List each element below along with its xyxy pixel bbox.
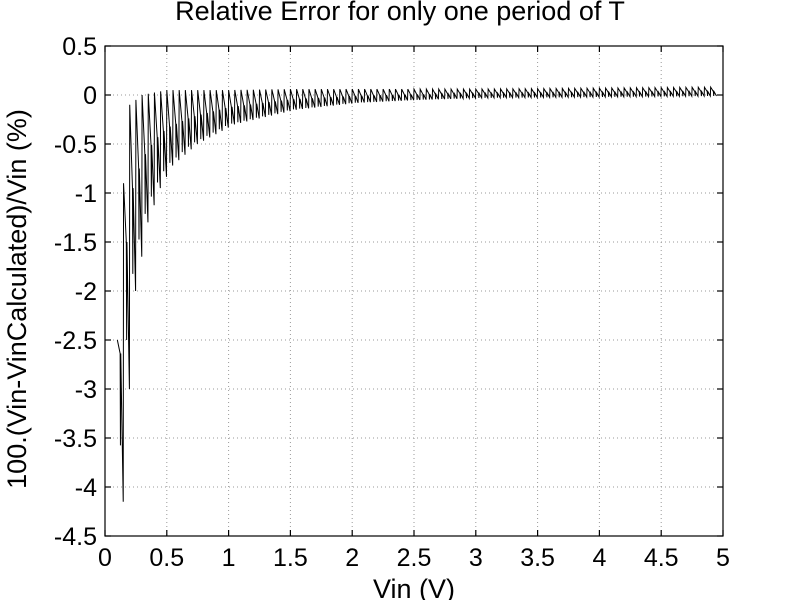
y-tick-label: -4.5 [54,523,97,551]
x-tick-label: 2.5 [397,544,432,572]
y-tick-label: -1.5 [54,229,97,257]
y-tick-label: -2.5 [54,327,97,355]
y-tick-label: -3.5 [54,425,97,453]
x-tick-label: 0.5 [149,544,184,572]
tick-layer: 0 0.5 1 1.5 2 2.5 3 3.5 4 4.5 5 0.5 0 -0.5 -1 -1.5 -2 -2.… [54,33,730,572]
x-tick-label: 5 [716,544,730,572]
x-tick-label: 1.5 [273,544,308,572]
x-tick-label: 4.5 [644,544,679,572]
error-series-line [116,85,717,502]
y-tick-label: -3 [75,376,97,404]
y-tick-label: -1 [75,180,97,208]
x-tick-label: 3 [469,544,483,572]
series-layer [116,85,717,502]
x-tick-label: 0 [98,544,112,572]
x-tick-label: 3.5 [520,544,555,572]
x-tick-label: 2 [345,544,359,572]
y-axis-title: 100.(Vin-VinCalculated)/Vin (%) [2,109,32,489]
chart-title: Relative Error for only one period of T [175,0,625,26]
y-tick-label: 0.5 [62,33,97,61]
y-tick-label: 0 [83,82,97,110]
y-tick-label: -0.5 [54,131,97,159]
x-tick-label: 1 [222,544,236,572]
y-tick-label: -2 [75,278,97,306]
x-tick-label: 4 [592,544,606,572]
x-axis-title: Vin (V) [373,574,455,600]
y-tick-label: -4 [75,474,97,502]
